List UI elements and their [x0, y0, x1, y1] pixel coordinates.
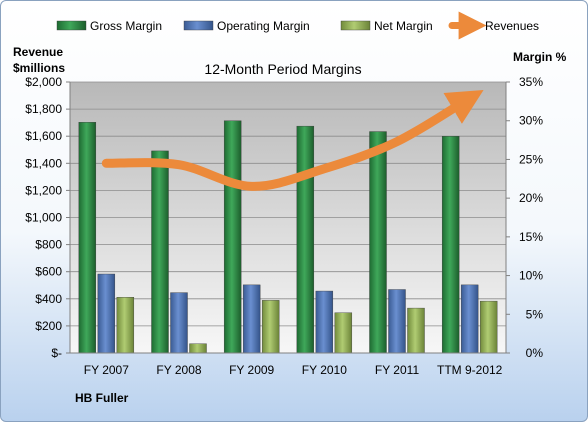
right-axis-label: Margin %	[513, 50, 567, 64]
right-tick-label: 0%	[526, 346, 544, 360]
gridlines	[70, 81, 506, 327]
x-tick-label: TTM 9-2012	[437, 363, 503, 377]
revenue-line	[101, 89, 484, 191]
left-tick-label: $400	[35, 292, 62, 306]
right-tick-label: 35%	[519, 75, 543, 89]
operating-margin-bar	[460, 284, 479, 354]
left-tick-label: $1,400	[25, 156, 62, 170]
operating-margin-bar	[242, 284, 261, 354]
net-margin-bar	[479, 300, 498, 354]
left-tick-label: $1,600	[25, 129, 62, 143]
net-margin-bar	[407, 307, 425, 354]
legend-swatch	[340, 20, 371, 31]
net-margin-bar	[261, 300, 280, 354]
gross-margin-bar	[296, 125, 315, 354]
left-tick-label: $2,000	[25, 75, 62, 89]
left-axis-label-line1: Revenue	[13, 45, 63, 59]
gross-margin-bar	[223, 120, 242, 354]
operating-margin-bar	[97, 273, 116, 354]
gross-margin-bar	[151, 150, 169, 354]
left-tick-label: $200	[35, 319, 62, 333]
x-tick-label: FY 2009	[229, 363, 274, 377]
gross-margin-bar	[369, 131, 387, 354]
net-margin-bar	[334, 312, 353, 354]
right-tick-label: 25%	[519, 152, 543, 166]
x-tick-label: FY 2008	[156, 363, 201, 377]
legend-label: Revenues	[485, 19, 539, 33]
x-tick-label: FY 2010	[302, 363, 347, 377]
operating-margin-bar	[170, 292, 188, 354]
legend-swatch	[183, 20, 214, 31]
left-tick-label: $1,800	[25, 102, 62, 116]
right-tick-label: 20%	[519, 191, 543, 205]
legend-label: Gross Margin	[90, 19, 162, 33]
x-tick-label: FY 2007	[84, 363, 129, 377]
left-tick-label: $-	[51, 346, 62, 360]
axes: $- $200 $400 $600 $800 $1,000 $1,200 $1,400 $1,6…	[25, 75, 543, 377]
net-margin-bar	[116, 297, 135, 354]
net-margin-bar	[189, 343, 207, 354]
company-label: HB Fuller	[75, 391, 129, 405]
gross-margin-bar	[78, 122, 97, 354]
revenues-line	[101, 89, 484, 191]
bars	[78, 120, 498, 354]
operating-margin-bar	[315, 290, 334, 354]
gross-margin-bar	[441, 135, 460, 354]
legend-label: Operating Margin	[217, 19, 310, 33]
legend: Gross Margin Operating Margin Net Margin Re…	[56, 11, 539, 40]
left-tick-label: $800	[35, 238, 62, 252]
right-tick-label: 15%	[519, 230, 543, 244]
left-tick-label: $1,200	[25, 183, 62, 197]
right-tick-label: 5%	[526, 307, 544, 321]
left-axis-label-line2: $millions	[13, 61, 65, 75]
right-tick-label: 10%	[519, 269, 543, 283]
legend-label: Net Margin	[374, 19, 433, 33]
left-tick-label: $600	[35, 265, 62, 279]
chart-title: 12-Month Period Margins	[204, 61, 361, 77]
operating-margin-bar	[388, 289, 406, 354]
right-tick-label: 30%	[519, 114, 543, 128]
legend-swatch	[56, 20, 87, 31]
left-tick-label: $1,000	[25, 211, 62, 225]
x-tick-label: FY 2011	[375, 363, 420, 377]
